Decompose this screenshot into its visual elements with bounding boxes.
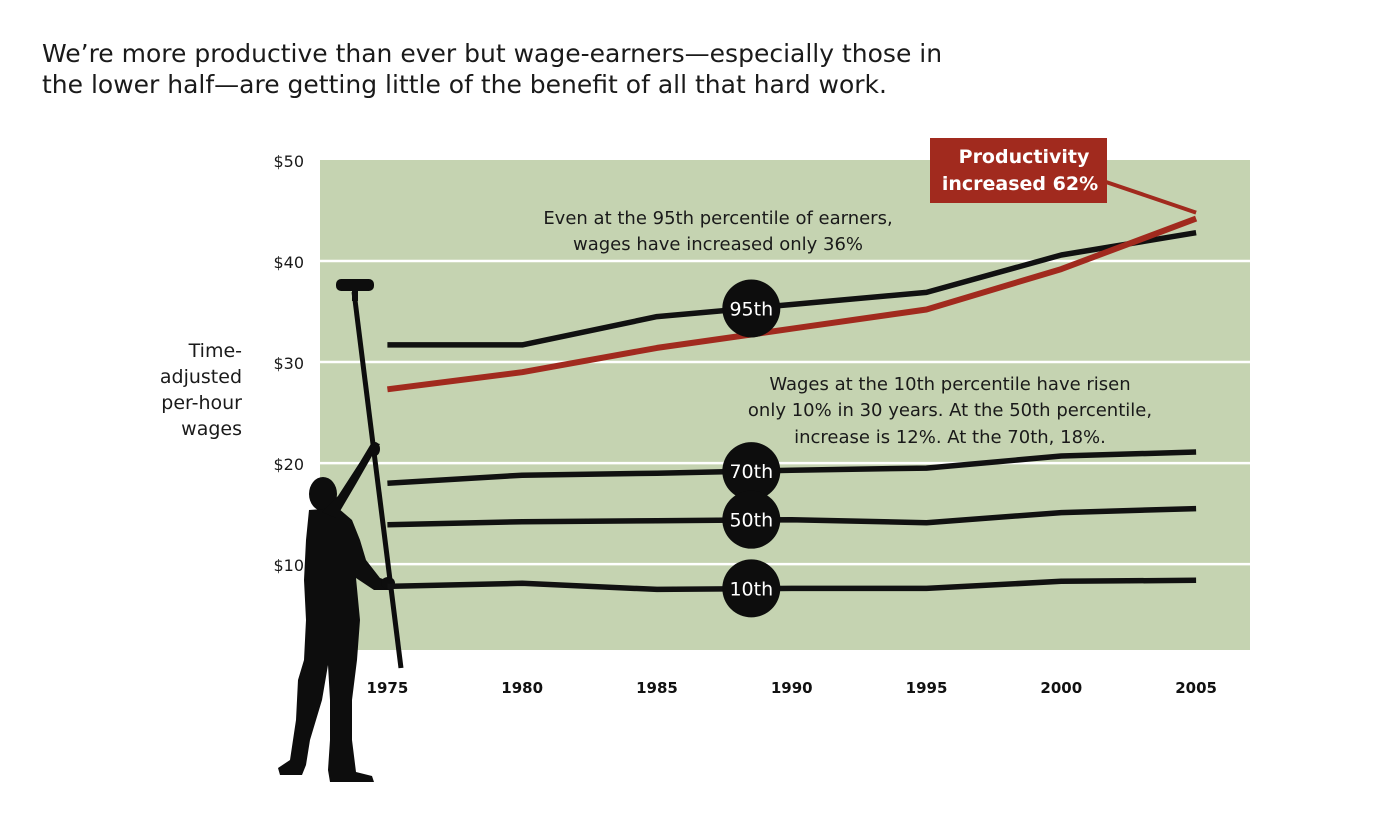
painter-illustration: [278, 279, 404, 782]
plot-area: [320, 160, 1250, 650]
series-label-badge: [722, 559, 781, 618]
productivity-callout: Productivity increased 62%: [930, 138, 1107, 203]
wage-series-line: [387, 577, 1197, 593]
mid-annotation-line-2: only 10% in 30 years. At the 50th percen…: [748, 400, 1152, 421]
x-tick-label: 1985: [636, 679, 678, 697]
y-tick-label: $40: [273, 253, 304, 272]
series-lines: [387, 215, 1198, 593]
headline-line-2: the lower half—are getting little of the…: [42, 70, 887, 99]
top-annotation-line-2: wages have increased only 36%: [573, 234, 863, 255]
y-axis-title-line: Time-: [188, 340, 242, 362]
series-label: 50th: [729, 510, 773, 532]
gridlines: [320, 259, 1250, 566]
series-label: 95th: [729, 299, 773, 321]
y-axis-title-line: adjusted: [159, 366, 242, 388]
top-annotation: Even at the 95th percentile of earners, …: [543, 208, 892, 255]
headline-line-1: We’re more productive than ever but wage…: [42, 39, 943, 68]
productivity-callout-line-1: Productivity: [959, 146, 1090, 168]
y-tick-label: $20: [273, 455, 304, 474]
x-tick-label: 2000: [1040, 679, 1082, 697]
productivity-callout-line-2: increased 62%: [942, 173, 1098, 195]
productivity-callout-leader: [1105, 180, 1197, 215]
series-badges: 95th 70th 50th 10th: [722, 279, 781, 618]
y-axis-title-line: wages: [181, 418, 242, 440]
y-axis-title: Time- adjusted per-hour wages: [130, 338, 242, 442]
mid-annotation-line-1: Wages at the 10th percentile have risen: [769, 374, 1130, 395]
y-axis-tick-labels: $50 $40 $30 $20 $10: [273, 152, 304, 575]
series-label-badge: [722, 279, 781, 338]
wage-series-line: [387, 229, 1197, 348]
series-label: 10th: [729, 578, 773, 600]
x-tick-label: 1980: [501, 679, 543, 697]
x-tick-label: 1990: [771, 679, 813, 697]
y-tick-label: $30: [273, 354, 304, 373]
wage-series-line: [387, 505, 1197, 528]
y-tick-label: $50: [273, 152, 304, 171]
wage-series-line: [387, 449, 1197, 487]
x-axis-tick-labels: 1975 1980 1985 1990 1995 2000 2005: [367, 679, 1217, 697]
series-label-badge: [722, 490, 781, 549]
y-axis-title-line: per-hour: [161, 392, 242, 414]
x-tick-label: 1995: [906, 679, 948, 697]
productivity-callout-box: [930, 138, 1107, 203]
productivity-series-line: [387, 215, 1198, 393]
mid-annotation: Wages at the 10th percentile have risen …: [748, 374, 1152, 448]
y-tick-label: $10: [273, 556, 304, 575]
x-tick-label: 2005: [1175, 679, 1217, 697]
series-label: 70th: [729, 461, 773, 483]
x-tick-label: 1975: [367, 679, 409, 697]
mid-annotation-line-3: increase is 12%. At the 70th, 18%.: [794, 427, 1106, 448]
series-label-badge: [722, 442, 781, 501]
top-annotation-line-1: Even at the 95th percentile of earners,: [543, 208, 892, 229]
headline: We’re more productive than ever but wage…: [42, 38, 1042, 100]
